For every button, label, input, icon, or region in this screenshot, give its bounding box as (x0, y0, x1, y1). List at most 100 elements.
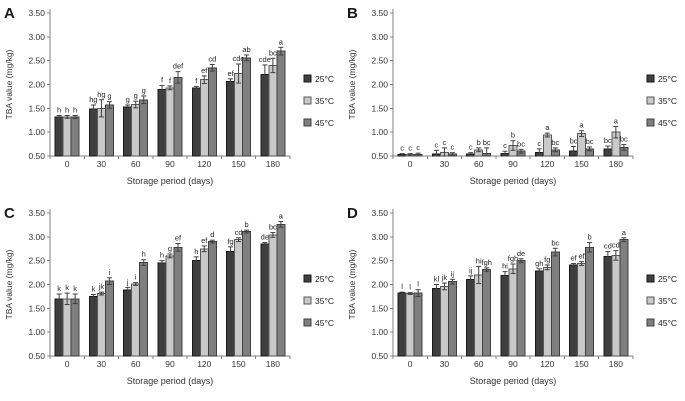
bar-25°C-day120 (191, 260, 201, 357)
bar-45°C-day60 (139, 262, 149, 357)
significance-letter: k (92, 285, 96, 294)
legend-label: 35°C (658, 296, 677, 306)
legend-label: 45°C (315, 318, 334, 328)
bar-35°C-day120 (542, 134, 552, 157)
bar-35°C-day60 (131, 104, 141, 157)
chart-panel-D: D TBA value (mg/kg) 3.50 3.00 2.50 2.00 1.50 1.… (347, 205, 677, 386)
y-tick-label: 0.50 (371, 351, 388, 361)
bar-35°C-day180 (611, 254, 621, 357)
bar-25°C-day0 (54, 116, 64, 157)
significance-letter: a (579, 121, 584, 130)
bar-45°C-day60 (482, 269, 492, 357)
y-tick-label: 3.00 (371, 232, 388, 242)
y-tick-label: 2.50 (371, 56, 388, 66)
significance-letter: fgh (481, 258, 491, 267)
significance-letter: c (408, 144, 412, 153)
significance-letter: bc (620, 135, 628, 144)
x-tick-label: 90 (165, 359, 175, 369)
significance-letter: h (65, 105, 69, 114)
bar-45°C-day150 (242, 231, 252, 357)
y-tick-label: 2.00 (28, 280, 45, 290)
bar-45°C-day0 (70, 298, 80, 357)
x-tick-label: 180 (266, 359, 280, 369)
significance-letter: bc (483, 138, 491, 147)
bar-45°C-day120 (207, 241, 217, 357)
significance-letter: fgh (508, 254, 518, 263)
bar-25°C-day60 (123, 289, 133, 357)
significance-letter: ef (578, 252, 585, 261)
significance-letter: h (57, 105, 61, 114)
bar-25°C-day150 (569, 264, 579, 357)
bar-45°C-day150 (242, 57, 252, 157)
x-tick-label: 150 (574, 359, 588, 369)
legend-label: 35°C (315, 296, 334, 306)
significance-letter: c (537, 139, 541, 148)
panel-C: C TBA value (mg/kg) 3.50 3.00 2.50 2.00 1.50 1.… (0, 200, 342, 401)
x-tick-label: 90 (508, 359, 518, 369)
y-tick-label: 1.00 (371, 127, 388, 137)
legend-label: 45°C (658, 118, 677, 128)
bar-35°C-day30 (439, 285, 449, 357)
y-axis-title: TBA value (mg/kg) (4, 249, 14, 319)
x-tick-label: 120 (197, 159, 211, 169)
bar-45°C-day30 (447, 281, 457, 357)
legend-label: 45°C (315, 118, 334, 128)
significance-letter: i (135, 273, 137, 282)
significance-letter: fg (544, 255, 550, 264)
x-tick-label: 90 (508, 159, 518, 169)
significance-letter: cde (259, 55, 271, 64)
y-axis-title: TBA value (mg/kg) (4, 49, 14, 119)
panel-label: D (347, 205, 358, 222)
legend-label: 25°C (315, 274, 334, 284)
bar-25°C-day180 (603, 255, 613, 357)
significance-letter: c (451, 143, 455, 152)
significance-letter: b (244, 220, 248, 229)
y-tick-label: 2.00 (28, 80, 45, 90)
legend-swatch-45°C (303, 118, 312, 127)
y-tick-label: 1.50 (371, 103, 388, 113)
significance-letter: f (161, 75, 164, 84)
x-tick-label: 0 (65, 359, 70, 369)
bar-35°C-day0 (62, 116, 72, 157)
legend-label: 25°C (315, 74, 334, 84)
x-tick-label: 0 (65, 159, 70, 169)
legend-label: 45°C (658, 318, 677, 328)
significance-letter: hg (89, 95, 97, 104)
legend-label: 25°C (658, 274, 677, 284)
bar-45°C-day180 (619, 239, 629, 357)
x-axis-title: Storage period (days) (127, 376, 214, 386)
y-tick-label: 2.50 (28, 56, 45, 66)
bar-35°C-day0 (405, 293, 415, 357)
significance-letter: ab (242, 45, 250, 54)
bar-45°C-day180 (276, 50, 286, 157)
significance-letter: c (469, 143, 473, 152)
significance-letter: bc (269, 223, 277, 232)
legend-swatch-45°C (646, 118, 655, 127)
y-tick-label: 1.50 (371, 303, 388, 313)
significance-letter: l (417, 280, 419, 289)
significance-letter: cde (233, 54, 245, 63)
legend-label: 35°C (315, 96, 334, 106)
significance-letter: c (503, 141, 507, 150)
x-tick-label: 60 (474, 359, 484, 369)
bar-45°C-day120 (207, 67, 217, 157)
bar-25°C-day0 (397, 292, 407, 357)
y-tick-label: 2.50 (28, 256, 45, 266)
significance-letter: c (416, 143, 420, 152)
bar-35°C-day60 (474, 274, 484, 357)
significance-letter: fg (227, 237, 233, 246)
significance-letter: ij (469, 266, 473, 275)
significance-letter: g (134, 91, 138, 100)
significance-letter: f (195, 76, 198, 85)
bar-45°C-day180 (276, 223, 286, 357)
legend-swatch-25°C (646, 274, 655, 283)
significance-letter: a (279, 37, 284, 46)
panel-label: B (347, 5, 358, 22)
significance-letter: l (409, 283, 411, 292)
chart-panel-A: A TBA value (mg/kg) 3.50 3.00 2.50 2.00 1.50 1.… (4, 5, 334, 186)
bar-45°C-day60 (139, 99, 149, 157)
bar-25°C-day180 (260, 243, 270, 357)
bar-25°C-day60 (466, 279, 476, 357)
significance-letter: g (107, 92, 111, 101)
